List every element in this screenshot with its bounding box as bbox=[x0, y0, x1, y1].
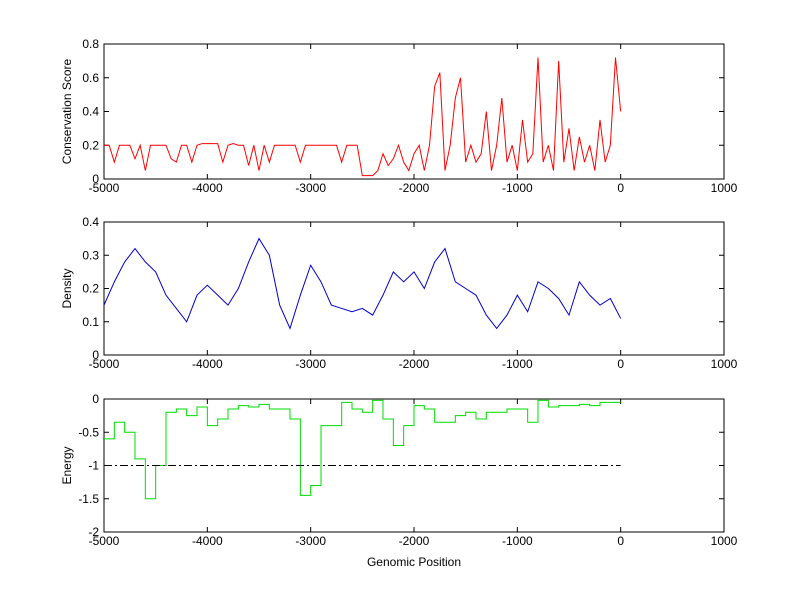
y-tick-label: 0.4 bbox=[82, 105, 99, 119]
y-axis-label: Energy bbox=[60, 446, 74, 484]
y-tick-label: 0 bbox=[92, 172, 99, 186]
data-line bbox=[103, 237, 622, 330]
plot-area bbox=[103, 43, 725, 180]
y-tick-label: 0.1 bbox=[82, 315, 99, 329]
x-tick-label: -5000 bbox=[89, 534, 120, 548]
x-tick-label: -5000 bbox=[89, 181, 120, 195]
x-tick-label: -4000 bbox=[192, 357, 223, 371]
y-tick-label: 0.8 bbox=[82, 37, 99, 51]
x-tick-label: -4000 bbox=[192, 181, 223, 195]
y-tick-label: 0.3 bbox=[82, 248, 99, 262]
x-tick-label: 0 bbox=[617, 181, 624, 195]
plot-area bbox=[103, 221, 725, 356]
y-tick-label: -2 bbox=[88, 525, 99, 539]
y-tick-label: -0.5 bbox=[78, 425, 99, 439]
x-tick-label: -3000 bbox=[295, 181, 326, 195]
y-tick-label: 0.2 bbox=[82, 282, 99, 296]
data-line bbox=[104, 399, 621, 500]
x-tick-label: 0 bbox=[617, 534, 624, 548]
y-axis-label: Density bbox=[60, 268, 74, 308]
y-tick-label: 0 bbox=[92, 392, 99, 406]
x-tick-label: -1000 bbox=[502, 534, 533, 548]
x-tick-label: -5000 bbox=[89, 357, 120, 371]
y-axis-label: Conservation Score bbox=[60, 58, 74, 164]
x-tick-label: -1000 bbox=[502, 357, 533, 371]
x-tick-label: 0 bbox=[617, 357, 624, 371]
data-line bbox=[104, 57, 622, 177]
x-tick-label: 1000 bbox=[711, 357, 738, 371]
x-tick-label: -3000 bbox=[295, 534, 326, 548]
x-axis-label: Genomic Position bbox=[367, 555, 461, 569]
x-tick-label: -3000 bbox=[295, 357, 326, 371]
y-tick-label: 0.6 bbox=[82, 71, 99, 85]
y-tick-label: 0 bbox=[92, 348, 99, 362]
x-tick-label: -1000 bbox=[502, 181, 533, 195]
x-tick-label: -2000 bbox=[399, 534, 430, 548]
y-tick-label: -1 bbox=[88, 459, 99, 473]
x-tick-label: -2000 bbox=[399, 357, 430, 371]
x-tick-label: 1000 bbox=[711, 181, 738, 195]
x-tick-label: -2000 bbox=[399, 181, 430, 195]
y-tick-label: 0.2 bbox=[82, 138, 99, 152]
x-tick-label: 1000 bbox=[711, 534, 738, 548]
y-tick-label: -1.5 bbox=[78, 492, 99, 506]
y-tick-label: 0.4 bbox=[82, 215, 99, 229]
x-tick-label: -4000 bbox=[192, 534, 223, 548]
